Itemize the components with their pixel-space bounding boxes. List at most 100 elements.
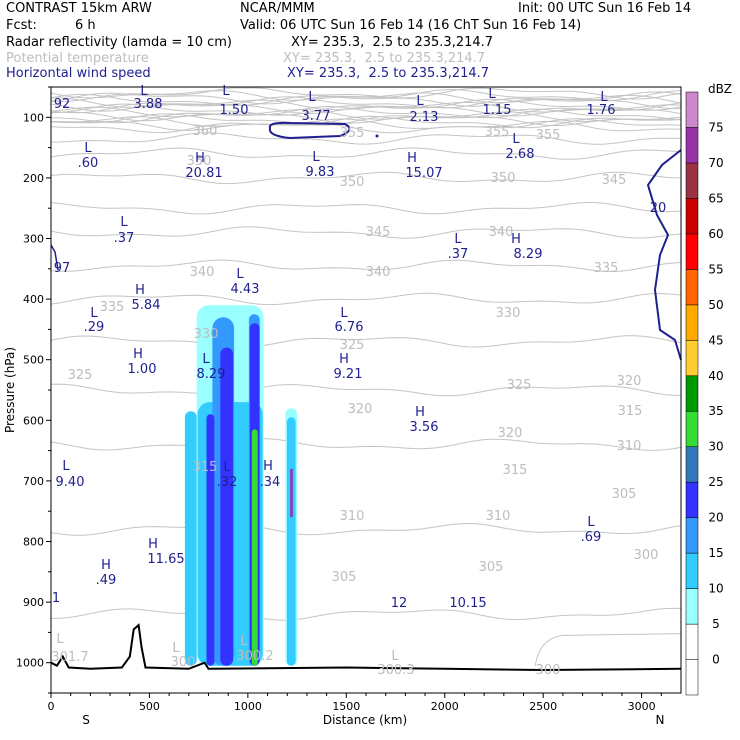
terrain-line — [50, 623, 682, 672]
wind-20-contour — [646, 149, 682, 361]
wind-hl-marker: H — [415, 405, 425, 420]
y-tick-label: 800 — [23, 536, 44, 549]
field-1-name: Radar reflectivity (lamda = 10 cm) — [6, 35, 232, 50]
axes: 0 500 1000 1500 2000 2500 3000 100 200 300 400 500 6… — [16, 86, 662, 713]
wind-hl-marker: L — [512, 132, 520, 147]
colorbar-swatch — [685, 233, 699, 270]
surface-theta-label: 300.3 — [377, 663, 414, 678]
field-1-xy: XY= 235.3, 2.5 to 235.3,214.7 — [291, 35, 494, 50]
surface-theta-label: 300 — [171, 655, 196, 670]
theta-label: 325 — [507, 378, 532, 393]
wind-speed-label: .37 — [114, 231, 135, 246]
colorbar-unit: dBZ — [708, 82, 732, 96]
field-2-name: Potential temperature — [6, 51, 149, 66]
y-tick-label: 600 — [23, 414, 44, 427]
colorbar-level-label: 65 — [708, 191, 723, 205]
colorbar-level-label: 0 — [712, 653, 720, 667]
colorbar-swatch — [685, 304, 699, 341]
y-tick-label: 500 — [23, 354, 44, 367]
theta-label: 310 — [617, 439, 642, 454]
south-label: S — [82, 713, 90, 727]
wind-hl-marker: L — [90, 306, 98, 321]
potential-temperature-contours — [50, 87, 682, 666]
y-axis-title: Pressure (hPa) — [3, 347, 17, 433]
wind-hl-marker: L — [488, 87, 496, 102]
wind-speed-label: 20 — [650, 201, 667, 216]
colorbar-swatch — [685, 162, 699, 199]
colorbar-level-label: 5 — [712, 617, 720, 631]
fcst-value: 6 h — [75, 18, 96, 33]
wind-speed-label: .34 — [260, 475, 281, 490]
wind-speed-label: 1 — [52, 591, 60, 606]
theta-contour-line — [50, 115, 682, 129]
theta-contour-line — [50, 438, 682, 451]
surface-hl-marker: L — [240, 634, 248, 649]
theta-contour-line — [50, 118, 682, 131]
wind-speed-label: 9.21 — [334, 367, 363, 382]
wind-hl-marker: H — [133, 347, 143, 362]
jet-core-contour — [268, 121, 351, 140]
theta-contour-line — [50, 607, 682, 621]
theta-contour-line — [50, 383, 682, 397]
colorbar-swatch — [685, 269, 699, 306]
wind-hl-marker: L — [140, 84, 148, 99]
wind-hl-marker: H — [407, 151, 417, 166]
theta-contour-line — [50, 147, 682, 160]
wind-speed-label: .49 — [96, 573, 117, 588]
theta-label: 320 — [348, 402, 373, 417]
refl-cell-10dbz — [286, 417, 296, 666]
colorbar-swatch — [685, 340, 699, 377]
colorbar-level-label: 35 — [708, 404, 723, 418]
theta-label: 340 — [489, 225, 514, 240]
theta-label: 355 — [485, 125, 510, 140]
wind-hl-marker: H — [135, 283, 145, 298]
wind-speed-label: 3.88 — [134, 97, 163, 112]
x-tick-label: 0 — [48, 700, 55, 713]
x-tick-label: 500 — [139, 700, 160, 713]
x-tick-label: 3000 — [628, 700, 656, 713]
wind-hl-marker: L — [222, 84, 230, 99]
colorbar-level-label: 30 — [708, 440, 723, 454]
wind-speed-label: .37 — [448, 247, 469, 262]
colorbar-level-label: 25 — [708, 475, 723, 489]
theta-contour-line — [50, 101, 682, 115]
wind-speed-label: 12 — [391, 596, 408, 611]
fcst-label: Fcst: — [6, 18, 37, 33]
wind-speed-label: .60 — [78, 156, 99, 171]
refl-cell-30dbz — [251, 429, 258, 666]
colorbar-swatch — [685, 375, 699, 412]
colorbar-level-label: 40 — [708, 369, 723, 383]
colorbar: dBZ 0 5 10 15 20 25 30 35 40 45 50 55 60 65 70 75 — [685, 82, 732, 696]
wind-speed-label: .29 — [84, 320, 105, 335]
jet-core-dot — [375, 134, 379, 138]
x-tick-label: 1000 — [234, 700, 262, 713]
wind-speed-label: 92 — [54, 97, 71, 112]
theta-label: 325 — [340, 338, 365, 353]
wind-speed-label: 6.76 — [335, 320, 364, 335]
wind-speed-label: 3.56 — [410, 420, 439, 435]
y-tick-label: 200 — [23, 172, 44, 185]
theta-contour-line — [50, 226, 682, 239]
wind-hl-marker: L — [416, 94, 424, 109]
refl-cell-70dbz — [290, 468, 293, 518]
theta-label: 340 — [366, 265, 391, 280]
theta-label: 305 — [332, 570, 357, 585]
wind-speed-label: 2.13 — [410, 110, 439, 125]
theta-contour-line — [50, 88, 682, 103]
field-2-xy: XY= 235.3, 2.5 to 235.3,214.7 — [283, 51, 486, 66]
wind-hl-marker: L — [202, 352, 210, 367]
theta-label: 310 — [340, 509, 365, 524]
colorbar-swatch — [685, 517, 699, 554]
y-tick-label: 300 — [23, 233, 44, 246]
wind-hl-marker: L — [454, 232, 462, 247]
wind-speed-label: .69 — [581, 530, 602, 545]
wind-speed-label: 11.65 — [147, 552, 184, 567]
terrain-profile — [50, 623, 682, 672]
theta-label: 320 — [498, 426, 523, 441]
x-axis-title: Distance (km) — [323, 713, 407, 727]
theta-label: 350 — [340, 175, 365, 190]
theta-contour-line — [50, 202, 682, 215]
model-title: CONTRAST 15km ARW — [6, 1, 152, 16]
wind-hl-marker: L — [62, 459, 70, 474]
wind-speed-label: 1.00 — [128, 362, 157, 377]
